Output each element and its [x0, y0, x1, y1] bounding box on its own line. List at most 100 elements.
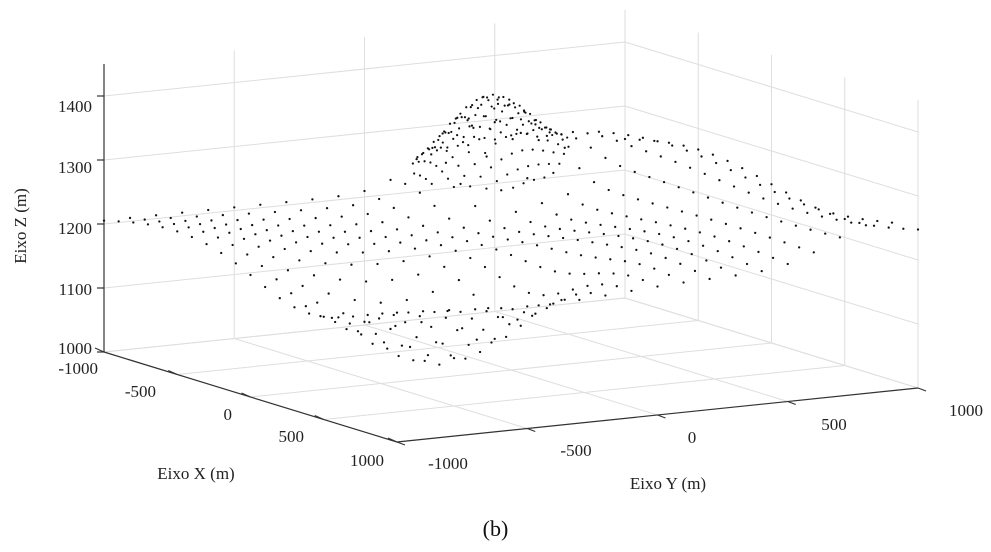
- data-point: [454, 117, 457, 120]
- data-point: [453, 121, 456, 124]
- data-point: [425, 239, 428, 242]
- data-point: [780, 220, 783, 223]
- data-point: [251, 223, 254, 227]
- data-point: [485, 310, 488, 313]
- data-point: [765, 215, 768, 219]
- data-point: [617, 234, 620, 238]
- data-point: [351, 315, 355, 318]
- data-point: [484, 151, 487, 155]
- data-point: [384, 235, 387, 239]
- data-point: [480, 243, 483, 247]
- data-point: [456, 134, 459, 137]
- data-point: [864, 224, 868, 227]
- data-point: [682, 281, 685, 284]
- data-point: [407, 216, 410, 219]
- data-point: [490, 105, 493, 108]
- x-axis-label: Eixo X (m): [157, 464, 234, 483]
- data-point: [517, 112, 520, 115]
- data-point: [465, 239, 469, 243]
- data-point: [828, 212, 832, 216]
- data-point: [459, 182, 462, 186]
- data-point: [592, 180, 596, 184]
- data-point: [268, 239, 272, 242]
- data-point: [887, 226, 890, 229]
- data-point: [307, 312, 311, 315]
- data-point: [459, 310, 462, 313]
- data-point: [706, 196, 710, 199]
- data-point: [526, 177, 529, 180]
- data-point: [221, 213, 225, 217]
- data-point: [524, 111, 527, 114]
- data-point: [586, 132, 589, 135]
- data-point: [487, 307, 490, 310]
- data-point: [460, 116, 463, 119]
- data-point: [549, 128, 553, 131]
- data-point: [638, 138, 641, 141]
- data-point: [487, 99, 490, 102]
- data-point: [444, 161, 448, 164]
- data-point: [472, 126, 475, 129]
- data-point: [415, 336, 418, 339]
- data-point: [412, 359, 415, 362]
- data-point: [478, 125, 482, 128]
- data-point: [682, 144, 685, 147]
- data-point: [353, 298, 356, 302]
- data-point: [399, 241, 402, 244]
- data-point: [469, 256, 472, 260]
- data-point: [540, 201, 544, 205]
- data-point: [672, 236, 675, 239]
- data-point: [506, 173, 509, 176]
- data-point: [469, 106, 472, 109]
- data-point: [700, 155, 703, 158]
- data-point: [558, 227, 561, 231]
- data-point: [482, 328, 485, 331]
- wall-grid-line: [624, 233, 919, 325]
- data-point: [488, 127, 491, 130]
- data-point: [389, 327, 392, 331]
- data-point: [358, 236, 361, 239]
- x-axis-ticks: -1000 -500 0 500 1000: [58, 359, 384, 470]
- data-point: [630, 289, 633, 293]
- data-point: [757, 250, 760, 254]
- data-point: [687, 239, 690, 243]
- data-point: [703, 172, 706, 176]
- data-point: [493, 337, 496, 341]
- data-point: [402, 259, 405, 263]
- y-tick-mark: [917, 387, 927, 392]
- data-point: [464, 357, 467, 360]
- data-point: [649, 252, 653, 255]
- data-point: [334, 320, 337, 324]
- data-point: [338, 278, 342, 281]
- data-point: [461, 327, 464, 330]
- data-point: [638, 262, 641, 266]
- data-point: [273, 210, 277, 214]
- wall-grid-line: [103, 169, 626, 225]
- y-tick-label-neg500: -500: [560, 441, 591, 460]
- data-point: [684, 227, 687, 230]
- data-point: [404, 321, 407, 324]
- data-point: [465, 106, 468, 109]
- data-point: [814, 206, 817, 209]
- data-point: [566, 193, 570, 196]
- data-point: [386, 347, 389, 350]
- data-point: [640, 218, 643, 221]
- data-point: [236, 218, 239, 222]
- data-point: [555, 132, 558, 135]
- data-point: [524, 260, 527, 263]
- data-point: [504, 335, 508, 338]
- data-point: [645, 150, 648, 153]
- data-point: [290, 292, 293, 295]
- data-point: [641, 278, 644, 282]
- data-point: [491, 93, 495, 96]
- data-point: [321, 242, 324, 245]
- data-point: [426, 353, 430, 357]
- data-point: [785, 191, 788, 194]
- data-point: [294, 241, 298, 244]
- data-point: [824, 232, 827, 235]
- data-point: [515, 132, 518, 135]
- data-point: [389, 178, 392, 182]
- data-point: [298, 259, 301, 262]
- data-point: [495, 248, 498, 251]
- data-point: [599, 223, 602, 227]
